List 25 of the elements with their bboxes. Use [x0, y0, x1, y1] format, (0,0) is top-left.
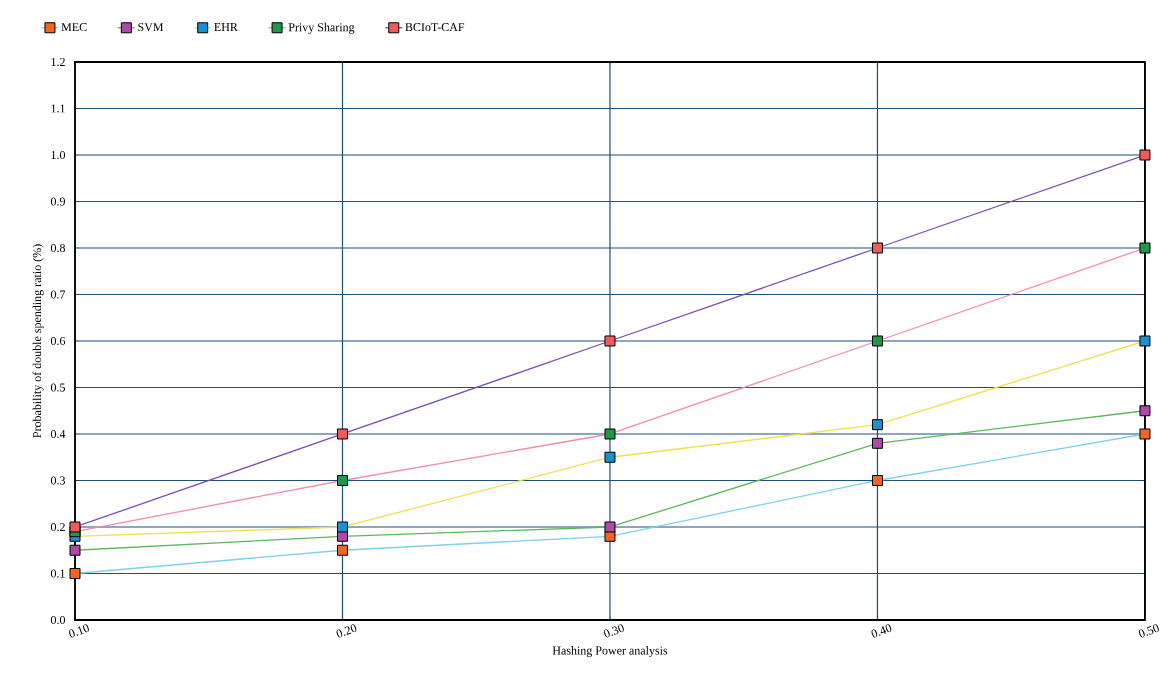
y-tick-label: 0.8 — [50, 243, 66, 253]
y-tick-label: 0.6 — [50, 336, 66, 346]
y-tick-label: 0.7 — [50, 290, 66, 299]
y-tick-label: 0.2 — [50, 522, 65, 532]
y-axis-title: Probability of double spending ratio (%) — [32, 244, 44, 438]
y-tick-label: 1.2 — [51, 57, 65, 67]
y-tick-label: 0.0 — [50, 615, 66, 625]
x-tick-label: 0.50 — [1138, 624, 1159, 638]
y-tick-label: 0.5 — [50, 383, 66, 392]
x-tick-label: 0.40 — [871, 624, 892, 638]
x-tick-label: 0.30 — [604, 624, 624, 638]
legend-label: Privy Sharing — [288, 22, 355, 34]
legend-label: SVM — [138, 23, 164, 32]
y-tick-label: 0.4 — [50, 429, 66, 439]
x-tick-label: 0.10 — [69, 624, 89, 638]
legend-label: BCIoT-CAF — [405, 23, 465, 32]
y-tick-label: 1.0 — [51, 150, 66, 160]
y-tick-label: 0.3 — [50, 476, 66, 485]
y-tick-label: 0.1 — [50, 569, 65, 578]
y-tick-label: 1.1 — [51, 104, 65, 113]
y-tick-label: 0.9 — [50, 197, 65, 206]
legend-label: EHR — [214, 23, 238, 31]
x-axis-title: Hashing Power analysis — [552, 646, 668, 658]
x-tick-label: 0.20 — [336, 624, 357, 638]
legend-label: MEC — [61, 23, 87, 32]
